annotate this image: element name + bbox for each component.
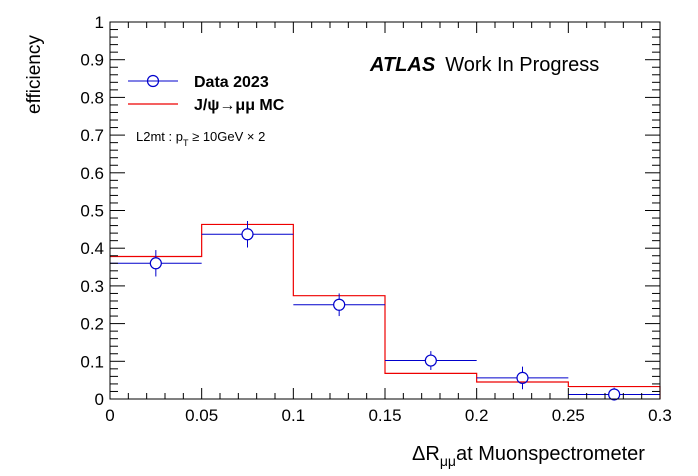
data-point bbox=[476, 366, 569, 390]
y-tick-label: 0.7 bbox=[80, 126, 104, 145]
data-point bbox=[201, 221, 294, 248]
x-tick-label: 0.1 bbox=[282, 406, 306, 425]
y-tick-label: 1 bbox=[95, 13, 104, 32]
y-tick-label: 0.5 bbox=[80, 202, 104, 221]
x-tick-label: 0.2 bbox=[465, 406, 489, 425]
data-point-marker bbox=[333, 298, 346, 311]
x-tick-label: 0.05 bbox=[185, 406, 218, 425]
x-tick-label: 0.25 bbox=[552, 406, 585, 425]
x-tick-label: 0 bbox=[105, 406, 114, 425]
x-axis-title: ΔRμμat Muonspectrometer bbox=[412, 443, 645, 469]
x-tick-labels: 0 0.05 0.1 0.15 0.2 0.25 0.3 bbox=[105, 406, 672, 425]
y-tick-label: 0.6 bbox=[80, 164, 104, 183]
x-tick-label: 0.3 bbox=[648, 406, 672, 425]
selection-label: L2mt : pT ≥ 10GeV × 2 bbox=[136, 129, 265, 148]
y-tick-label: 0 bbox=[95, 390, 104, 409]
data-point-marker bbox=[241, 228, 254, 241]
atlas-experiment-label: ATLAS bbox=[369, 54, 436, 76]
plot-area bbox=[110, 221, 661, 401]
data-point-marker bbox=[516, 371, 529, 384]
legend-data-label: Data 2023 bbox=[194, 74, 269, 91]
y-tick-label: 0.9 bbox=[80, 51, 104, 70]
x-axis-title-subscript: μμ bbox=[440, 453, 456, 469]
data-point-marker bbox=[608, 388, 621, 401]
atlas-label: ATLAS Work In Progress bbox=[369, 54, 599, 76]
mc-histogram-line bbox=[110, 223, 661, 399]
selection-label-prefix: L2mt : p bbox=[136, 129, 183, 144]
y-tick-label: 0.2 bbox=[80, 315, 104, 334]
atlas-status-label: Work In Progress bbox=[445, 54, 599, 76]
data-point bbox=[568, 387, 660, 401]
x-axis-title-delta: ΔR bbox=[412, 443, 440, 465]
y-tick-label: 0.4 bbox=[80, 239, 104, 258]
y-tick-label: 0.1 bbox=[80, 352, 104, 371]
x-tick-label: 0.15 bbox=[368, 406, 401, 425]
legend-data-marker bbox=[146, 74, 160, 88]
y-tick-label: 0.3 bbox=[80, 277, 104, 296]
legend-mc-label: J/ψ→μμ MC bbox=[194, 97, 285, 114]
axis-ticks bbox=[109, 21, 661, 400]
x-axis-title-suffix: at Muonspectrometer bbox=[456, 443, 645, 465]
data-point bbox=[293, 293, 385, 317]
y-tick-label: 0.8 bbox=[80, 88, 104, 107]
legend: Data 2023 J/ψ→μμ MC bbox=[128, 74, 285, 114]
selection-label-subscript: T bbox=[183, 138, 189, 148]
data-point-marker bbox=[424, 354, 437, 367]
selection-label-suffix: ≥ 10GeV × 2 bbox=[188, 129, 265, 144]
data-point bbox=[385, 351, 477, 370]
data-point-marker bbox=[149, 257, 162, 270]
y-axis-title: efficiency bbox=[24, 35, 45, 114]
y-tick-labels: 0 0.1 0.2 0.3 0.4 0.5 0.6 0.7 0.8 0.9 1 bbox=[80, 13, 104, 409]
